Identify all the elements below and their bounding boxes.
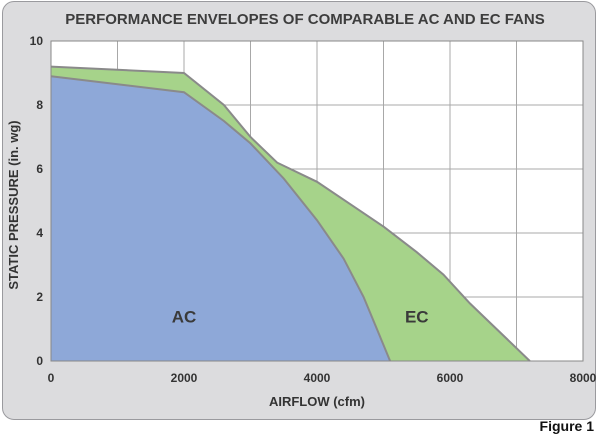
curve-ac xyxy=(50,75,392,362)
x-tick-label: 4000 xyxy=(304,371,331,385)
y-axis-label: STATIC PRESSURE (in. wg) xyxy=(6,120,21,289)
region-label-ac: AC xyxy=(172,308,197,327)
x-ticks: 0 2000 4000 6000 8000 xyxy=(48,371,597,385)
region-labels: EC AC xyxy=(172,308,429,327)
curve-ec xyxy=(50,65,531,362)
area-ac xyxy=(51,76,391,361)
x-tick-label: 6000 xyxy=(437,371,464,385)
y-tick-label: 4 xyxy=(36,226,43,240)
figure-label: Figure 1 xyxy=(539,418,594,434)
y-tick-label: 6 xyxy=(36,162,43,176)
y-tick-label: 0 xyxy=(36,354,43,368)
y-tick-label: 2 xyxy=(36,290,43,304)
y-tick-label: 10 xyxy=(30,34,44,48)
region-label-ec: EC xyxy=(405,308,429,327)
y-ticks: 0 2 4 6 8 10 xyxy=(30,34,44,368)
y-tick-label: 8 xyxy=(36,98,43,112)
x-tick-label: 8000 xyxy=(570,371,597,385)
x-axis-label: AIRFLOW (cfm) xyxy=(269,394,365,409)
chart: 0 2000 4000 6000 8000 0 2 4 6 8 10 EC AC PERFORMAN… xyxy=(6,11,597,409)
x-tick-label: 0 xyxy=(48,371,55,385)
plot-border xyxy=(50,40,584,362)
series-areas xyxy=(50,65,531,362)
chart-title: PERFORMANCE ENVELOPES OF COMPARABLE AC A… xyxy=(65,11,544,28)
x-tick-label: 2000 xyxy=(171,371,198,385)
